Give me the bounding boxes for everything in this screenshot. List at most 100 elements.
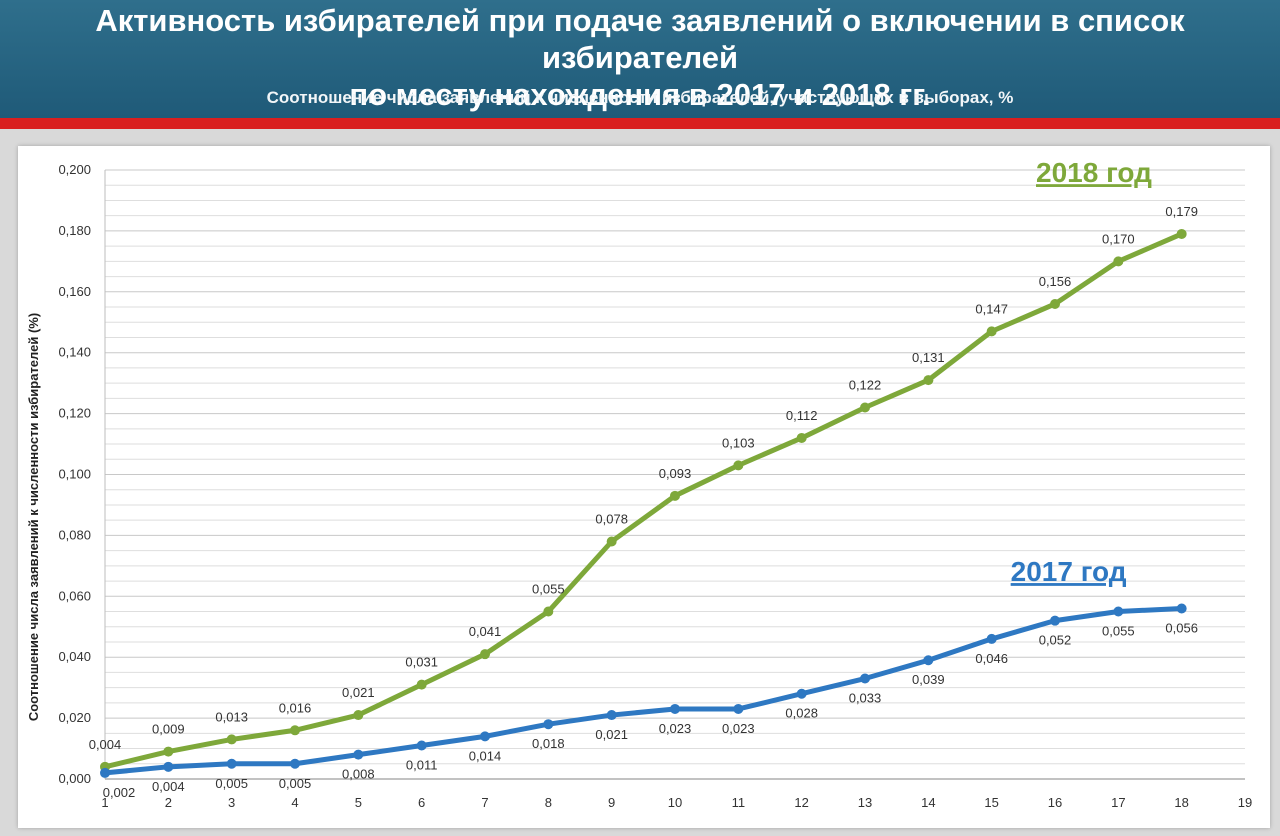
y-tick-label: 0,200 [58,162,91,177]
data-point [163,746,174,757]
series-line [102,605,1185,776]
x-tick-label: 14 [921,795,935,810]
data-label: 0,122 [849,378,882,393]
data-label: 0,078 [595,511,628,526]
data-point [923,655,934,666]
data-label: 0,170 [1102,231,1135,246]
data-label: 0,021 [595,727,628,742]
y-tick-label: 0,000 [58,771,91,786]
data-label: 0,147 [975,301,1008,316]
data-point [923,375,934,386]
data-point [353,749,364,760]
data-point [1113,606,1124,617]
x-tick-label: 16 [1048,795,1062,810]
chart-axes: 0,000 0,020 0,040 0,060 0,080 0,100 0,120 0,140… [58,162,1252,810]
data-label: 0,013 [215,709,248,724]
y-axis-label: Соотношение числа заявлений к численност… [26,313,41,721]
data-label: 0,056 [1165,620,1198,635]
y-tick-label: 0,100 [58,467,91,482]
data-point [226,734,237,745]
data-point [1176,603,1187,614]
data-point [733,703,744,714]
data-point [543,606,554,617]
data-point [796,432,807,443]
data-label: 0,041 [469,624,502,639]
data-point [1176,228,1187,239]
data-label: 0,014 [469,748,502,763]
data-label: 0,018 [532,736,565,751]
data-point [543,719,554,730]
series-2017 [100,603,1187,778]
y-tick-label: 0,060 [58,588,91,603]
series-name-2018: 2018 год [1036,157,1152,188]
data-label: 0,011 [406,758,438,773]
data-point [353,710,364,721]
data-point [606,536,617,547]
data-label: 0,052 [1039,633,1072,648]
chart-series [100,228,1187,778]
data-label: 0,055 [1102,624,1135,639]
data-point [100,767,110,778]
data-point [480,649,490,660]
x-tick-label: 17 [1111,795,1125,810]
data-label: 0,046 [975,651,1008,666]
x-tick-label: 13 [858,795,872,810]
x-tick-label: 4 [291,795,298,810]
data-point [416,740,427,751]
series-2018 [100,228,1187,772]
data-label: 0,002 [103,785,136,800]
x-tick-label: 10 [668,795,682,810]
data-label: 0,005 [215,776,248,791]
y-tick-label: 0,180 [58,223,91,238]
data-label: 0,008 [342,767,375,782]
x-tick-label: 19 [1238,795,1252,810]
slide-title: Активность избирателей при подаче заявле… [0,0,1280,113]
data-label: 0,005 [279,776,312,791]
x-tick-label: 12 [794,795,808,810]
data-point [416,679,427,690]
x-tick-label: 3 [228,795,235,810]
data-point [163,761,174,772]
y-tick-label: 0,040 [58,649,91,664]
data-label: 0,156 [1039,274,1072,289]
x-tick-label: 6 [418,795,425,810]
x-tick-label: 18 [1174,795,1188,810]
x-tick-label: 8 [545,795,552,810]
chart-series-names: 2018 год 2017 год [1011,157,1152,587]
data-point [606,710,617,721]
x-tick-label: 1 [101,795,108,810]
y-tick-label: 0,020 [58,710,91,725]
data-label: 0,021 [342,685,375,700]
data-point [1050,615,1060,626]
chart-panel: 0,000 0,020 0,040 0,060 0,080 0,100 0,120 0,140… [18,146,1270,828]
y-tick-label: 0,120 [58,406,91,421]
data-label: 0,103 [722,435,755,450]
data-point [480,731,490,742]
series-name-2017: 2017 год [1011,556,1127,587]
data-point [986,633,997,644]
data-point [670,703,680,714]
data-point [290,758,300,769]
title-line-2: по месту нахождения в 2017 и 2018 гг. [349,77,931,112]
data-label: 0,039 [912,672,945,687]
x-tick-label: 7 [481,795,488,810]
x-tick-label: 9 [608,795,615,810]
data-label: 0,023 [659,721,692,736]
data-point [290,725,300,736]
series-line [102,231,1185,770]
data-point [1113,256,1124,267]
y-tick-label: 0,160 [58,284,91,299]
data-label: 0,112 [786,408,818,423]
data-point [226,758,237,769]
slide-header: Активность избирателей при подаче заявле… [0,0,1280,118]
data-label: 0,004 [152,779,185,794]
line-chart: 0,000 0,020 0,040 0,060 0,080 0,100 0,120 0,140… [26,157,1252,810]
slide-subtitle: Соотношение числа заявлений к численност… [266,88,1014,107]
title-line-1: Активность избирателей при подаче заявле… [95,3,1185,75]
data-label: 0,179 [1165,204,1198,219]
data-label: 0,033 [849,691,882,706]
chart-data-labels: 0,004 0,009 0,013 0,016 0,021 0,031 0,041 0,055… [89,204,1198,800]
data-label: 0,004 [89,737,122,752]
data-point [860,402,870,413]
data-label: 0,028 [785,706,818,721]
